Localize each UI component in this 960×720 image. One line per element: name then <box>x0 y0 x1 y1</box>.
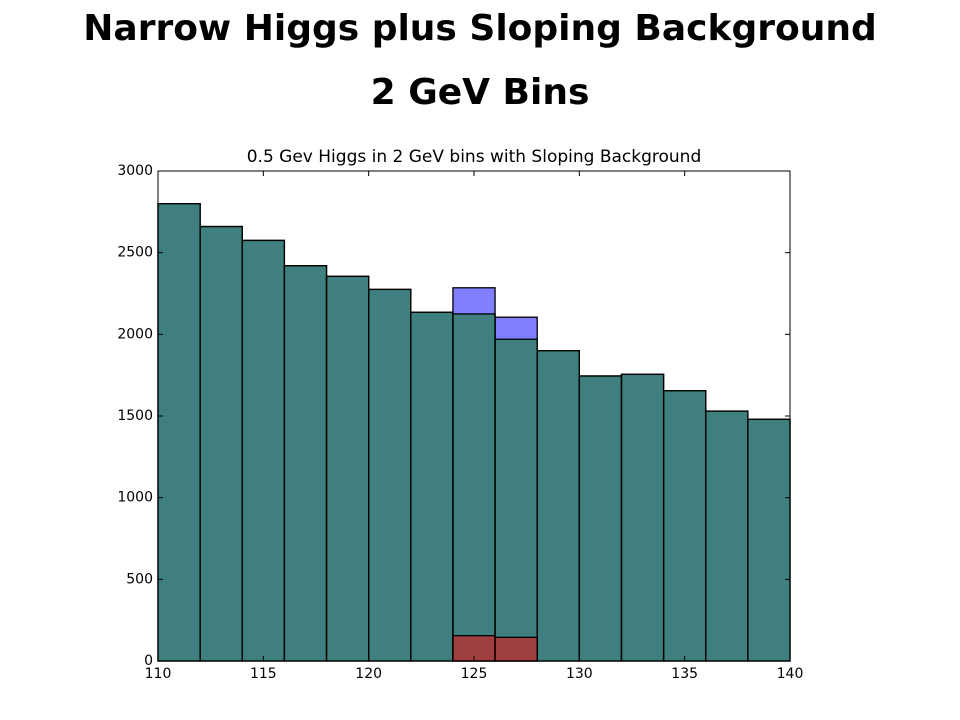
bar <box>452 313 496 662</box>
y-tick-label: 0 <box>144 653 153 669</box>
x-tick-label: 130 <box>566 666 593 682</box>
bar <box>368 288 412 662</box>
bar <box>747 418 791 662</box>
bar <box>494 338 538 662</box>
bar <box>662 390 707 662</box>
bar <box>410 311 454 662</box>
bar <box>620 373 665 662</box>
y-tick-label: 1000 <box>117 490 153 506</box>
x-tick-label: 115 <box>250 666 277 682</box>
y-tick-label: 2500 <box>117 245 153 261</box>
bar <box>199 225 243 662</box>
bar <box>283 265 328 662</box>
slide-title: 2 GeV Bins <box>370 72 590 113</box>
x-tick-label: 135 <box>671 666 698 682</box>
x-tick-label: 110 <box>145 666 172 682</box>
bar <box>536 350 580 662</box>
bar <box>494 636 538 662</box>
bar <box>325 275 370 662</box>
y-tick-label: 500 <box>126 571 153 587</box>
bar <box>705 410 749 662</box>
y-tick-label: 2000 <box>117 326 153 342</box>
y-tick-label: 1500 <box>117 408 153 424</box>
bar <box>241 239 286 662</box>
x-tick-label: 140 <box>777 666 804 682</box>
chart-title: 0.5 Gev Higgs in 2 GeV bins with Sloping… <box>247 147 702 167</box>
y-tick-label: 3000 <box>117 163 153 179</box>
bar <box>157 203 201 662</box>
x-tick-label: 120 <box>355 666 382 682</box>
slide-title: Narrow Higgs plus Sloping Background <box>83 8 877 49</box>
bar <box>578 375 623 662</box>
x-tick-label: 125 <box>461 666 488 682</box>
